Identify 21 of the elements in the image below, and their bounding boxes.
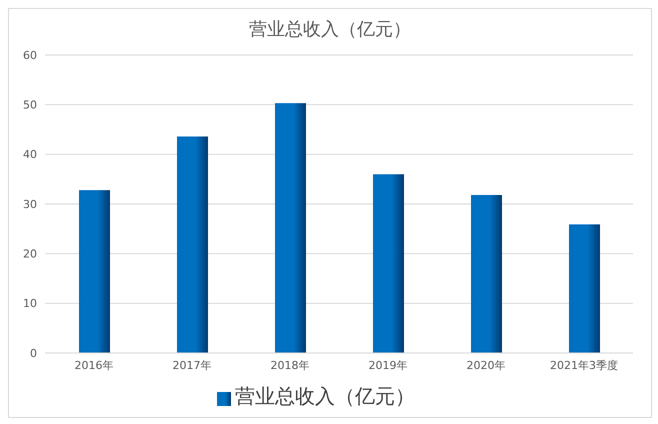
legend-label: 营业总收入（亿元） — [235, 384, 415, 408]
bar — [177, 136, 208, 353]
bar — [275, 103, 306, 353]
y-tick-label: 50 — [23, 98, 37, 112]
x-tick-label: 2019年 — [368, 358, 408, 372]
y-tick-label: 60 — [23, 48, 37, 62]
y-tick-label: 20 — [23, 248, 37, 261]
x-tick-label: 2020年 — [466, 358, 506, 372]
y-tick-label: 30 — [23, 198, 37, 211]
bar — [471, 195, 502, 353]
bar — [373, 174, 404, 353]
y-tick-label: 10 — [23, 297, 37, 310]
y-tick-label: 40 — [23, 148, 37, 162]
x-tick-label: 2021年3季度 — [550, 358, 618, 372]
y-tick-label: 0 — [30, 346, 37, 360]
bar — [79, 190, 110, 353]
bar — [569, 224, 600, 353]
x-tick-label: 2017年 — [172, 358, 212, 372]
chart-title: 营业总收入（亿元） — [248, 18, 412, 42]
x-tick-label: 2016年 — [74, 358, 114, 372]
x-tick-label: 2018年 — [270, 358, 310, 372]
